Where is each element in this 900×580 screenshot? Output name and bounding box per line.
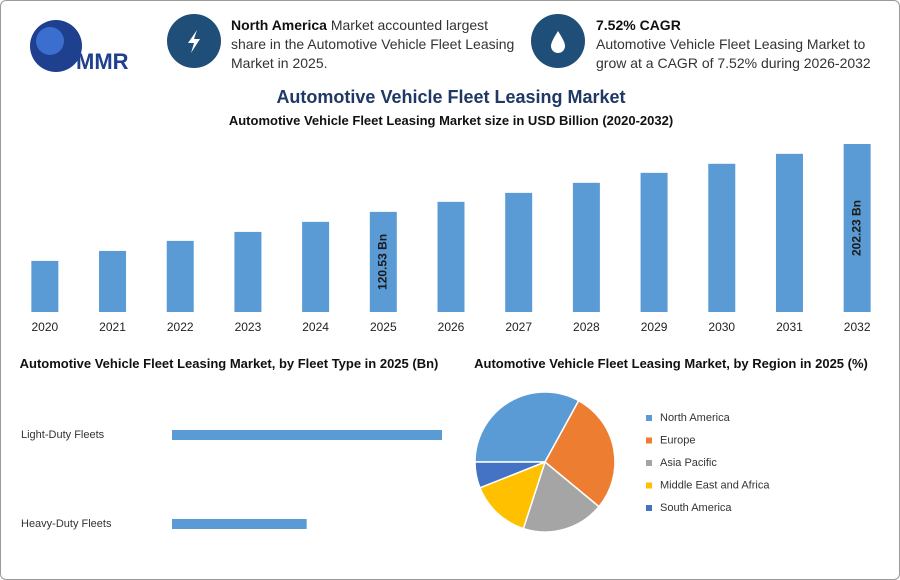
drop-icon xyxy=(551,31,565,53)
info-highlight: 7.52% CAGR xyxy=(596,17,681,33)
legend-label: Europe xyxy=(660,434,695,446)
bar xyxy=(708,163,736,312)
chart-title: Automotive Vehicle Fleet Leasing Market,… xyxy=(19,356,439,371)
x-tick-label: 2027 xyxy=(505,320,532,334)
pie-slice xyxy=(474,461,546,489)
pie-slice xyxy=(474,391,580,463)
x-tick-label: 2024 xyxy=(302,320,329,334)
x-tick-label: 2029 xyxy=(641,320,668,334)
x-tick-label: 2022 xyxy=(167,320,194,334)
pie-slice xyxy=(522,460,600,533)
category-label: Light-Duty Fleets xyxy=(21,429,105,441)
legend-swatch xyxy=(646,482,652,489)
x-tick-label: 2023 xyxy=(235,320,262,334)
x-tick-label: 2020 xyxy=(31,320,58,334)
logo-globe-shine xyxy=(36,27,64,55)
chart-title: Automotive Vehicle Fleet Leasing Market,… xyxy=(474,356,868,371)
bar xyxy=(437,201,465,312)
x-tick-label: 2026 xyxy=(438,320,465,334)
legend-swatch xyxy=(646,437,652,444)
bar xyxy=(172,430,442,440)
x-tick-label: 2031 xyxy=(776,320,803,334)
x-tick-label: 2025 xyxy=(370,320,397,334)
bar xyxy=(172,519,307,529)
bar xyxy=(640,172,668,312)
bar xyxy=(775,153,803,312)
bar xyxy=(302,221,330,312)
info-text: Market accounted largest share in the Au… xyxy=(231,17,515,71)
legend-label: South America xyxy=(660,502,732,514)
bar xyxy=(99,250,127,312)
bar xyxy=(369,211,397,312)
bar xyxy=(234,231,262,312)
legend-label: North America xyxy=(660,412,731,424)
bolt-icon xyxy=(188,30,200,53)
info-box: North America Market accounted largest s… xyxy=(231,16,521,73)
value-label: 120.53 Bn xyxy=(375,234,389,290)
legend-swatch xyxy=(646,415,652,421)
logo-text: MMR xyxy=(76,49,129,74)
bar xyxy=(31,260,59,312)
bar xyxy=(505,192,533,312)
x-tick-label: 2032 xyxy=(844,320,871,334)
x-tick-label: 2021 xyxy=(99,320,126,334)
main-title: Automotive Vehicle Fleet Leasing Market xyxy=(276,87,625,107)
x-tick-label: 2030 xyxy=(708,320,735,334)
pie-slice xyxy=(544,399,616,508)
category-label: Heavy-Duty Fleets xyxy=(21,518,112,530)
info-text: Automotive Vehicle Fleet Leasing Market … xyxy=(596,36,871,71)
value-label: 202.23 Bn xyxy=(849,200,863,256)
legend-label: Asia Pacific xyxy=(660,457,717,469)
info-highlight: North America xyxy=(231,17,327,33)
legend-swatch xyxy=(646,460,652,466)
legend-label: Middle East and Africa xyxy=(660,479,770,491)
pie-slice xyxy=(478,460,547,530)
bar xyxy=(166,240,194,312)
x-tick-label: 2028 xyxy=(573,320,600,334)
legend-swatch xyxy=(646,505,652,511)
chart-title: Automotive Vehicle Fleet Leasing Market … xyxy=(228,113,674,128)
bar xyxy=(843,144,871,312)
info-box: 7.52% CAGR Automotive Vehicle Fleet Leasi… xyxy=(596,16,881,73)
bar xyxy=(572,182,600,312)
